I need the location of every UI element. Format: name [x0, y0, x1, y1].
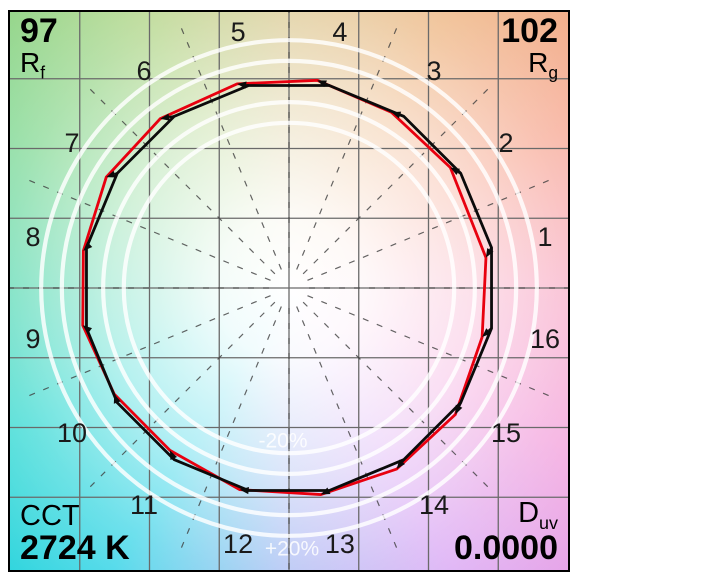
rg-label: Rg: [528, 46, 558, 83]
hue-bin-label-16: 16: [530, 324, 560, 354]
hue-bin-label-5: 5: [231, 17, 246, 47]
shift-arrow-shaft: [325, 82, 330, 87]
shift-arrow-head: [83, 241, 93, 251]
shift-arrow-head: [239, 486, 249, 495]
hue-bin-label-9: 9: [25, 324, 40, 354]
shift-arrow-shaft: [489, 247, 493, 251]
shift-arrow-head: [455, 404, 463, 415]
cct-label: CCT: [20, 500, 80, 533]
duv-label: Duv: [518, 496, 558, 533]
hue-bin-label-15: 15: [491, 418, 521, 448]
guide-circle: [39, 38, 539, 538]
rg-block: 102 Rg: [501, 14, 558, 82]
hue-bin-label-3: 3: [426, 56, 441, 86]
duv-block: Duv 0.0000: [454, 496, 558, 568]
hue-bin-label-1: 1: [537, 222, 552, 252]
shift-arrow-head: [485, 248, 494, 258]
hue-bin-label-4: 4: [332, 17, 347, 47]
shift-arrow-shaft: [401, 458, 405, 463]
duv-value: 0.0000: [454, 529, 558, 568]
shift-arrow-head: [160, 113, 170, 121]
rg-value: 102: [501, 12, 558, 50]
guide-label-plus20: +20%: [265, 538, 319, 561]
shift-arrow-head: [396, 459, 405, 470]
hue-bin-label-11: 11: [130, 490, 158, 520]
shift-arrow-head: [450, 167, 460, 176]
rf-block: 97 Rf: [20, 14, 58, 82]
cct-value: 2724 K: [20, 529, 130, 568]
shift-arrow-shaft: [168, 115, 175, 119]
shift-arrow-head: [482, 328, 492, 338]
hue-bin-label-8: 8: [25, 222, 40, 252]
guide-circle: [101, 100, 477, 476]
shift-arrow-shaft: [114, 172, 118, 176]
hue-bin-label-12: 12: [223, 529, 253, 559]
hue-bin-label-7: 7: [64, 128, 79, 158]
shift-arrow-head: [106, 170, 116, 178]
shift-arrow-shaft: [457, 402, 462, 407]
rf-value: 97: [20, 12, 58, 50]
hue-bin-boundary-ray: [88, 87, 276, 275]
hue-bin-label-10: 10: [57, 418, 87, 448]
shift-arrow-shaft: [487, 327, 493, 332]
shift-arrow-head: [320, 487, 331, 495]
hue-bin-label-2: 2: [498, 128, 513, 158]
cct-block: CCT 2724 K: [20, 502, 130, 566]
shift-arrow-shaft: [172, 458, 176, 461]
shift-arrow-head: [317, 80, 327, 88]
tm30-color-vector-graphic: -20% +20% 1 2 3 4 5 6 7 8 9 10 11 12 13 14 15 16 97 Rf 10…: [8, 10, 570, 572]
shift-arrow-head: [169, 450, 177, 461]
shift-arrow-head: [237, 81, 247, 89]
shift-arrow-head: [113, 394, 121, 404]
shift-arrow-shaft: [457, 170, 462, 175]
shift-arrow-head: [391, 111, 402, 119]
guide-circle: [121, 120, 457, 456]
guide-label-minus20: -20%: [258, 430, 307, 453]
shift-arrow-head: [82, 325, 93, 334]
rf-label: Rf: [20, 46, 46, 83]
hue-bin-label-6: 6: [136, 56, 151, 86]
hue-bin-label-14: 14: [419, 490, 449, 520]
guide-circle: [59, 58, 519, 518]
hue-bin-label-13: 13: [325, 529, 355, 559]
shift-arrow-shaft: [399, 113, 405, 118]
